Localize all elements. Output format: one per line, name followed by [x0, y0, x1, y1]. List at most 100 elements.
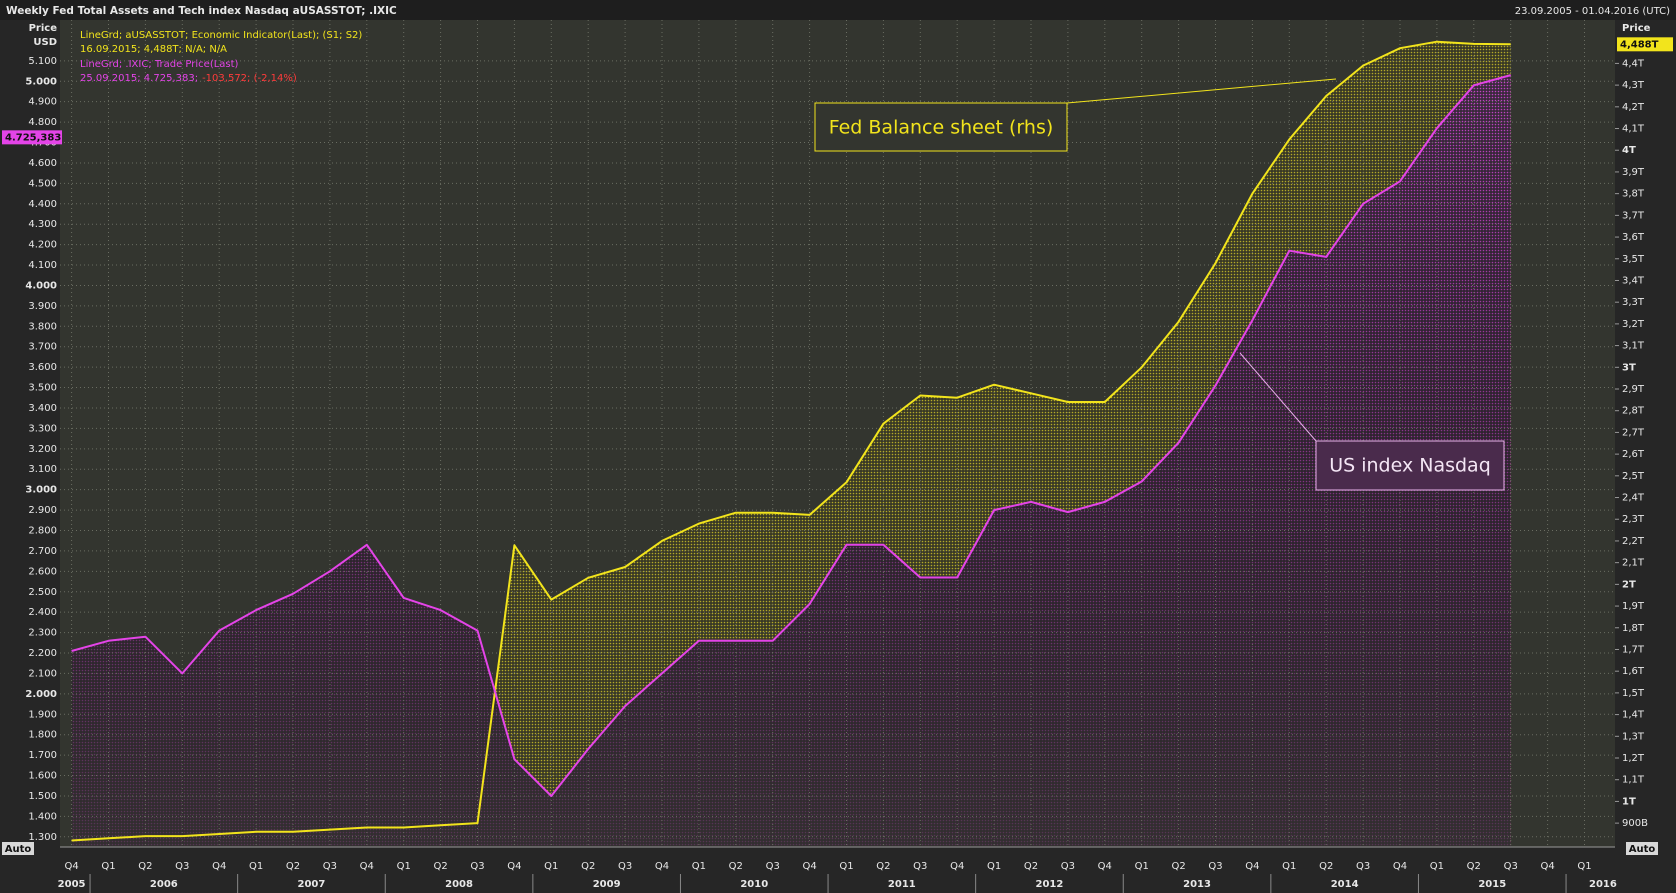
y2-tick-label: 1,7T [1622, 644, 1645, 655]
y2-tick-label: 1,9T [1622, 601, 1645, 612]
auto-button[interactable] [1626, 842, 1658, 855]
y-tick-label: 3.200 [28, 444, 57, 455]
y-tick-label: 1.500 [28, 791, 57, 802]
y2-tick-label: 2T [1622, 579, 1636, 590]
y-tick-label: 4.900 [28, 97, 57, 108]
y-tick-label: 3.700 [28, 342, 57, 353]
auto-button[interactable] [2, 842, 34, 855]
x-tick-label: Q4 [507, 861, 521, 872]
title-bar [0, 0, 1676, 20]
last-value-label: 4,488T [1620, 39, 1659, 50]
date-range: 23.09.2005 - 01.04.2016 (UTC) [1515, 6, 1670, 17]
x-tick-label: Q3 [470, 861, 484, 872]
x-year-label: 2008 [445, 879, 473, 890]
y2-tick-label: 2,3T [1622, 514, 1645, 525]
y-tick-label: 3.300 [28, 423, 57, 434]
x-tick-label: Q1 [1577, 861, 1591, 872]
x-tick-label: Q4 [1540, 861, 1554, 872]
y-tick-label: 2.000 [25, 689, 57, 700]
x-tick-label: Q3 [618, 861, 632, 872]
x-tick-label: Q3 [1061, 861, 1075, 872]
series-line [71, 40, 1511, 842]
y2-tick-label: 1,1T [1622, 775, 1645, 786]
y-tick-label: 2.900 [28, 505, 57, 516]
x-tick-label: Q1 [1135, 861, 1149, 872]
x-tick-label: Q4 [802, 861, 816, 872]
x-tick-label: Q4 [64, 861, 78, 872]
y2-tick-label: 3,7T [1622, 210, 1645, 221]
auto-button-label[interactable]: Auto [1629, 844, 1656, 855]
y2-tick-label: 1T [1622, 796, 1636, 807]
annotation-connector [1239, 352, 1317, 442]
y-tick-label: 1.300 [28, 832, 57, 843]
y2-tick-label: 2,8T [1622, 406, 1645, 417]
x-tick-label: Q2 [1467, 861, 1481, 872]
y2-tick-label: 4,1T [1622, 124, 1645, 135]
y-tick-label: 2.500 [28, 587, 57, 598]
y2-tick-label: 1,3T [1622, 731, 1645, 742]
annotation: US index Nasdaq [1329, 455, 1491, 477]
x-tick-label: Q3 [913, 861, 927, 872]
y-tick-label: 1.900 [28, 709, 57, 720]
x-tick-label: Q2 [286, 861, 300, 872]
x-year-label: 2013 [1183, 879, 1211, 890]
y-axis-unit: USD [33, 37, 57, 48]
x-year-label: 2014 [1331, 879, 1359, 890]
y-tick-label: 3.100 [28, 464, 57, 475]
y-tick-label: 4.500 [28, 178, 57, 189]
x-tick-label: Q4 [950, 861, 964, 872]
series-line [71, 74, 1511, 797]
x-tick-label: Q3 [1504, 861, 1518, 872]
x-tick-label: Q4 [1393, 861, 1407, 872]
y2-tick-label: 4,3T [1622, 80, 1645, 91]
y-tick-label: 2.100 [28, 668, 57, 679]
auto-button-label[interactable]: Auto [5, 844, 32, 855]
x-year-label: 2010 [740, 879, 768, 890]
y2-tick-label: 3,9T [1622, 167, 1645, 178]
y-tick-label: 2.400 [28, 607, 57, 618]
y2-tick-label: 3,2T [1622, 319, 1645, 330]
x-tick-label: Q3 [766, 861, 780, 872]
y-tick-label: 3.600 [28, 362, 57, 373]
y2-tick-label: 2,5T [1622, 471, 1645, 482]
x-tick-label: Q2 [876, 861, 890, 872]
y-tick-label: 2.700 [28, 546, 57, 557]
x-tick-label: Q1 [692, 861, 706, 872]
chart-title: Weekly Fed Total Assets and Tech index N… [6, 5, 397, 17]
x-tick-label: Q1 [544, 861, 558, 872]
y2-tick-label: 4T [1622, 145, 1636, 156]
y-tick-label: 2.600 [28, 566, 57, 577]
y-tick-label: 1.600 [28, 771, 57, 782]
x-tick-label: Q1 [839, 861, 853, 872]
y-tick-label: 4.300 [28, 219, 57, 230]
y2-tick-label: 4,4T [1622, 58, 1645, 69]
last-value-label: 4.725,383 [5, 132, 61, 143]
y-tick-label: 4.000 [25, 280, 57, 291]
annotation-connector [1066, 78, 1337, 104]
y2-tick-label: 2,7T [1622, 427, 1645, 438]
x-tick-label: Q2 [138, 861, 152, 872]
annotation: Fed Balance sheet (rhs) [829, 117, 1054, 139]
legend-last-value: 25.09.2015; 4.725,383; [80, 73, 198, 84]
y-tick-label: 4.400 [28, 199, 57, 210]
x-tick-label: Q3 [323, 861, 337, 872]
x-tick-label: Q1 [1282, 861, 1296, 872]
y-tick-label: 4.800 [28, 117, 57, 128]
area-shade [71, 75, 1511, 848]
legend-line: LineGrd; aUSASSTOT; Economic Indicator(L… [80, 30, 362, 41]
y-tick-label: 1.700 [28, 750, 57, 761]
legend-line: 25.09.2015; 4.725,383; -103,572; (-2,14%) [80, 73, 297, 84]
x-year-label: 2016 [1589, 879, 1617, 890]
y2-tick-label: 3,8T [1622, 189, 1645, 200]
y2-tick-label: 2,6T [1622, 449, 1645, 460]
x-year-label: 2015 [1478, 879, 1506, 890]
y2-tick-label: 2,4T [1622, 493, 1645, 504]
x-year-label: 2007 [298, 879, 326, 890]
y2-tick-label: 1,4T [1622, 710, 1645, 721]
annotation-box [1315, 440, 1505, 491]
x-tick-label: Q1 [101, 861, 115, 872]
y-tick-label: 3.900 [28, 301, 57, 312]
y2-tick-label: 900B [1622, 818, 1648, 829]
y-tick-label: 3.500 [28, 383, 57, 394]
x-tick-label: Q3 [1208, 861, 1222, 872]
